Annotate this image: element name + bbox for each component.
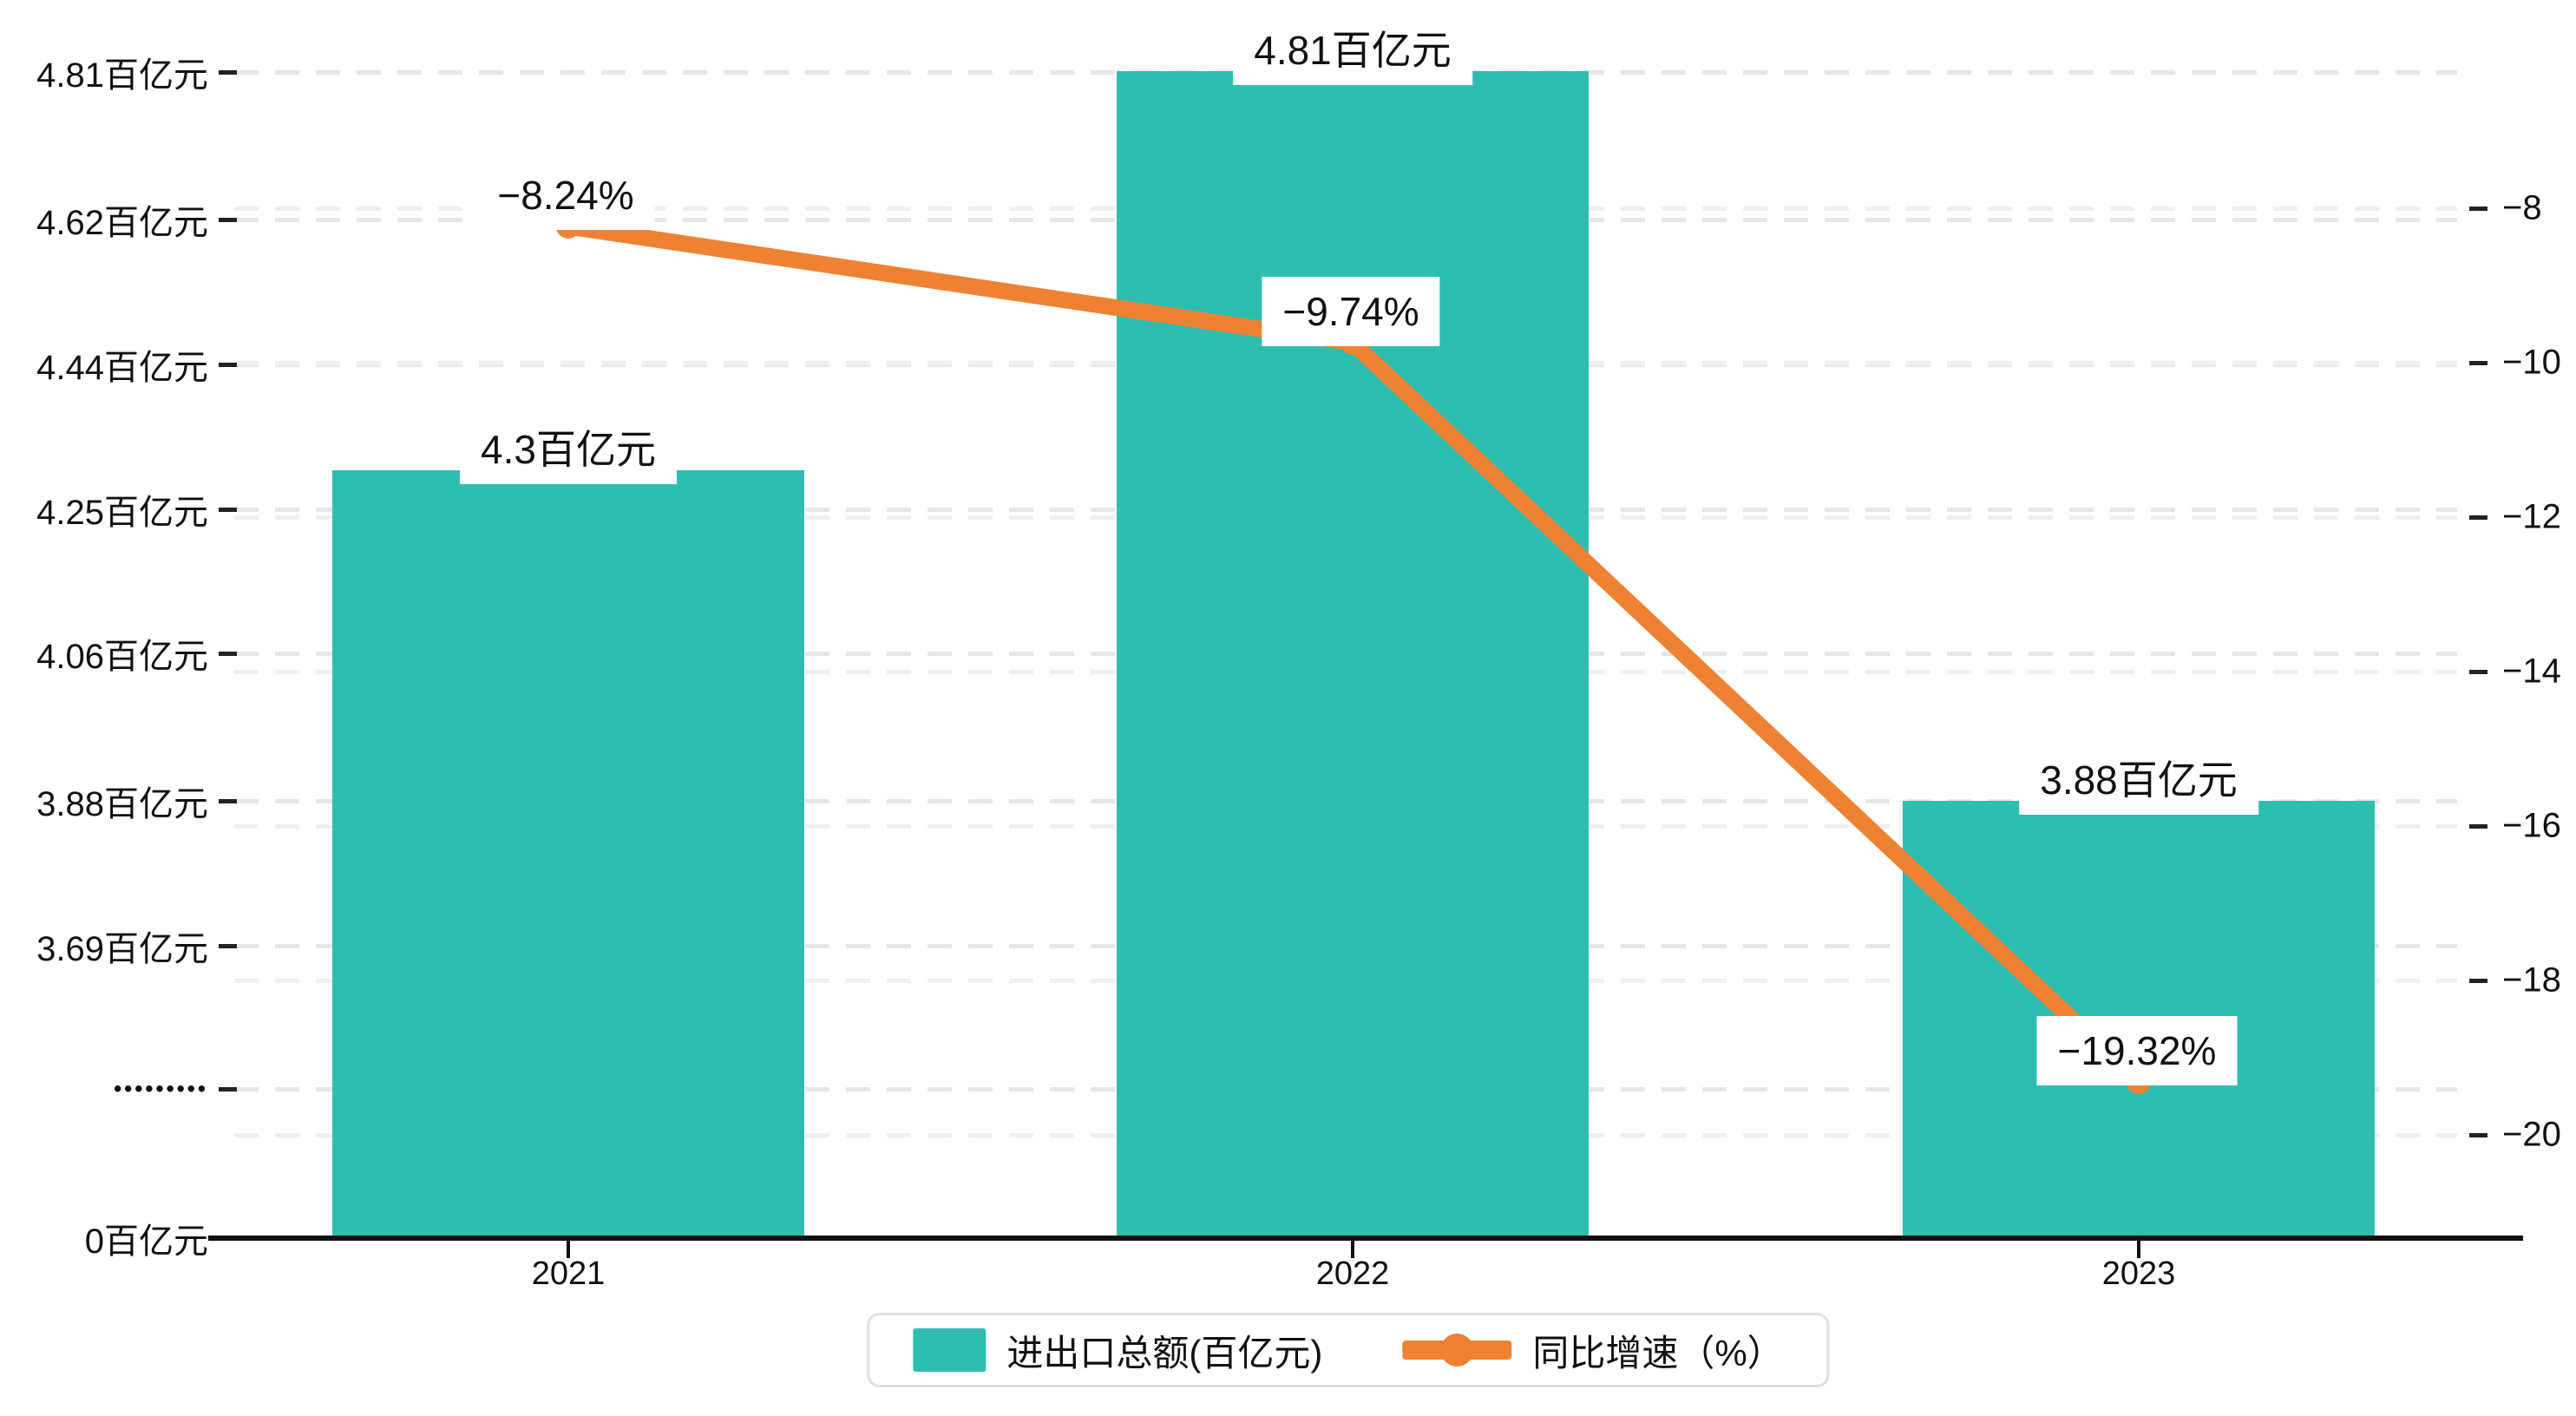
y-axis-left-tick-label: 0百亿元: [84, 1223, 208, 1261]
legend-label-line: 同比增速（%）: [1532, 1332, 1784, 1373]
y-axis-left-tick-label: 4.62百亿元: [36, 204, 208, 242]
y-axis-left-tick-mark: [219, 652, 237, 656]
y-axis-break-dots: •••••••••: [114, 1075, 208, 1102]
y-axis-left-tick-label: 4.06百亿元: [36, 638, 208, 676]
bar-series-swatch-icon: [913, 1328, 986, 1372]
x-axis-tick-mark: [2137, 1241, 2140, 1258]
legend: 进出口总额(百亿元) 同比增速（%）: [867, 1313, 1830, 1387]
y-axis-right-tick-mark: [2469, 515, 2488, 520]
bar-2022[interactable]: [1117, 71, 1589, 1236]
bar-value-label-2023: 3.88百亿元: [2019, 745, 2258, 815]
bar-value-label-2022: 4.81百亿元: [1233, 16, 1472, 85]
y-axis-right-tick-mark: [2469, 206, 2488, 211]
y-axis-left-tick-mark: [219, 218, 237, 222]
bar-value-label-2021: 4.3百亿元: [460, 415, 677, 484]
y-axis-right-tick-label: −8: [2502, 188, 2542, 227]
line-value-label-2021: −8.24%: [476, 161, 655, 230]
y-axis-left-tick-mark: [219, 70, 237, 75]
y-axis-right-tick-mark: [2469, 824, 2488, 829]
y-axis-left-tick-label: 4.81百亿元: [36, 56, 208, 95]
x-axis-label-2023: 2023: [2101, 1255, 2176, 1292]
y-axis-left-tick-label: 3.69百亿元: [36, 930, 208, 968]
x-axis-line: [208, 1236, 2523, 1241]
y-axis-left-tick-mark: [219, 799, 237, 803]
y-axis-left-tick-mark: [219, 508, 237, 512]
x-axis-label-2021: 2021: [531, 1255, 606, 1292]
x-axis-tick-mark: [1351, 1241, 1354, 1258]
y-axis-right-tick-label: −14: [2502, 652, 2561, 691]
y-axis-left-tick-mark: [219, 944, 237, 948]
y-axis-left-tick-label: 3.88百亿元: [36, 785, 208, 823]
legend-item-bar[interactable]: 进出口总额(百亿元): [913, 1324, 1322, 1377]
y-axis-left-tick-label: 4.44百亿元: [36, 349, 208, 387]
y-axis-right-tick-mark: [2469, 1133, 2488, 1137]
y-axis-right-tick-mark: [2469, 979, 2488, 983]
x-axis-tick-mark: [567, 1241, 570, 1258]
y-axis-right-tick-mark: [2469, 361, 2488, 365]
line-value-label-2023: −19.32%: [2036, 1016, 2238, 1085]
y-axis-right-tick-label: −10: [2502, 343, 2561, 382]
bar-2021[interactable]: [332, 470, 804, 1236]
y-axis-left-tick-mark: [219, 1087, 237, 1092]
y-axis-right-tick-label: −12: [2502, 497, 2561, 536]
y-axis-right-tick-label: −16: [2502, 806, 2561, 845]
line-value-label-2022: −9.74%: [1262, 277, 1440, 346]
y-axis-right-tick-label: −20: [2502, 1115, 2561, 1154]
line-series-marker-icon: [1402, 1333, 1512, 1367]
y-axis-right-tick-mark: [2469, 670, 2488, 674]
y-axis-right-tick-label: −18: [2502, 960, 2561, 1000]
x-axis-label-2022: 2022: [1315, 1255, 1390, 1292]
legend-label-bar: 进出口总额(百亿元): [1006, 1332, 1323, 1373]
y-axis-left-tick-mark: [219, 363, 237, 367]
y-axis-left-tick-label: 4.25百亿元: [36, 494, 208, 532]
legend-item-line[interactable]: 同比增速（%）: [1402, 1324, 1784, 1377]
